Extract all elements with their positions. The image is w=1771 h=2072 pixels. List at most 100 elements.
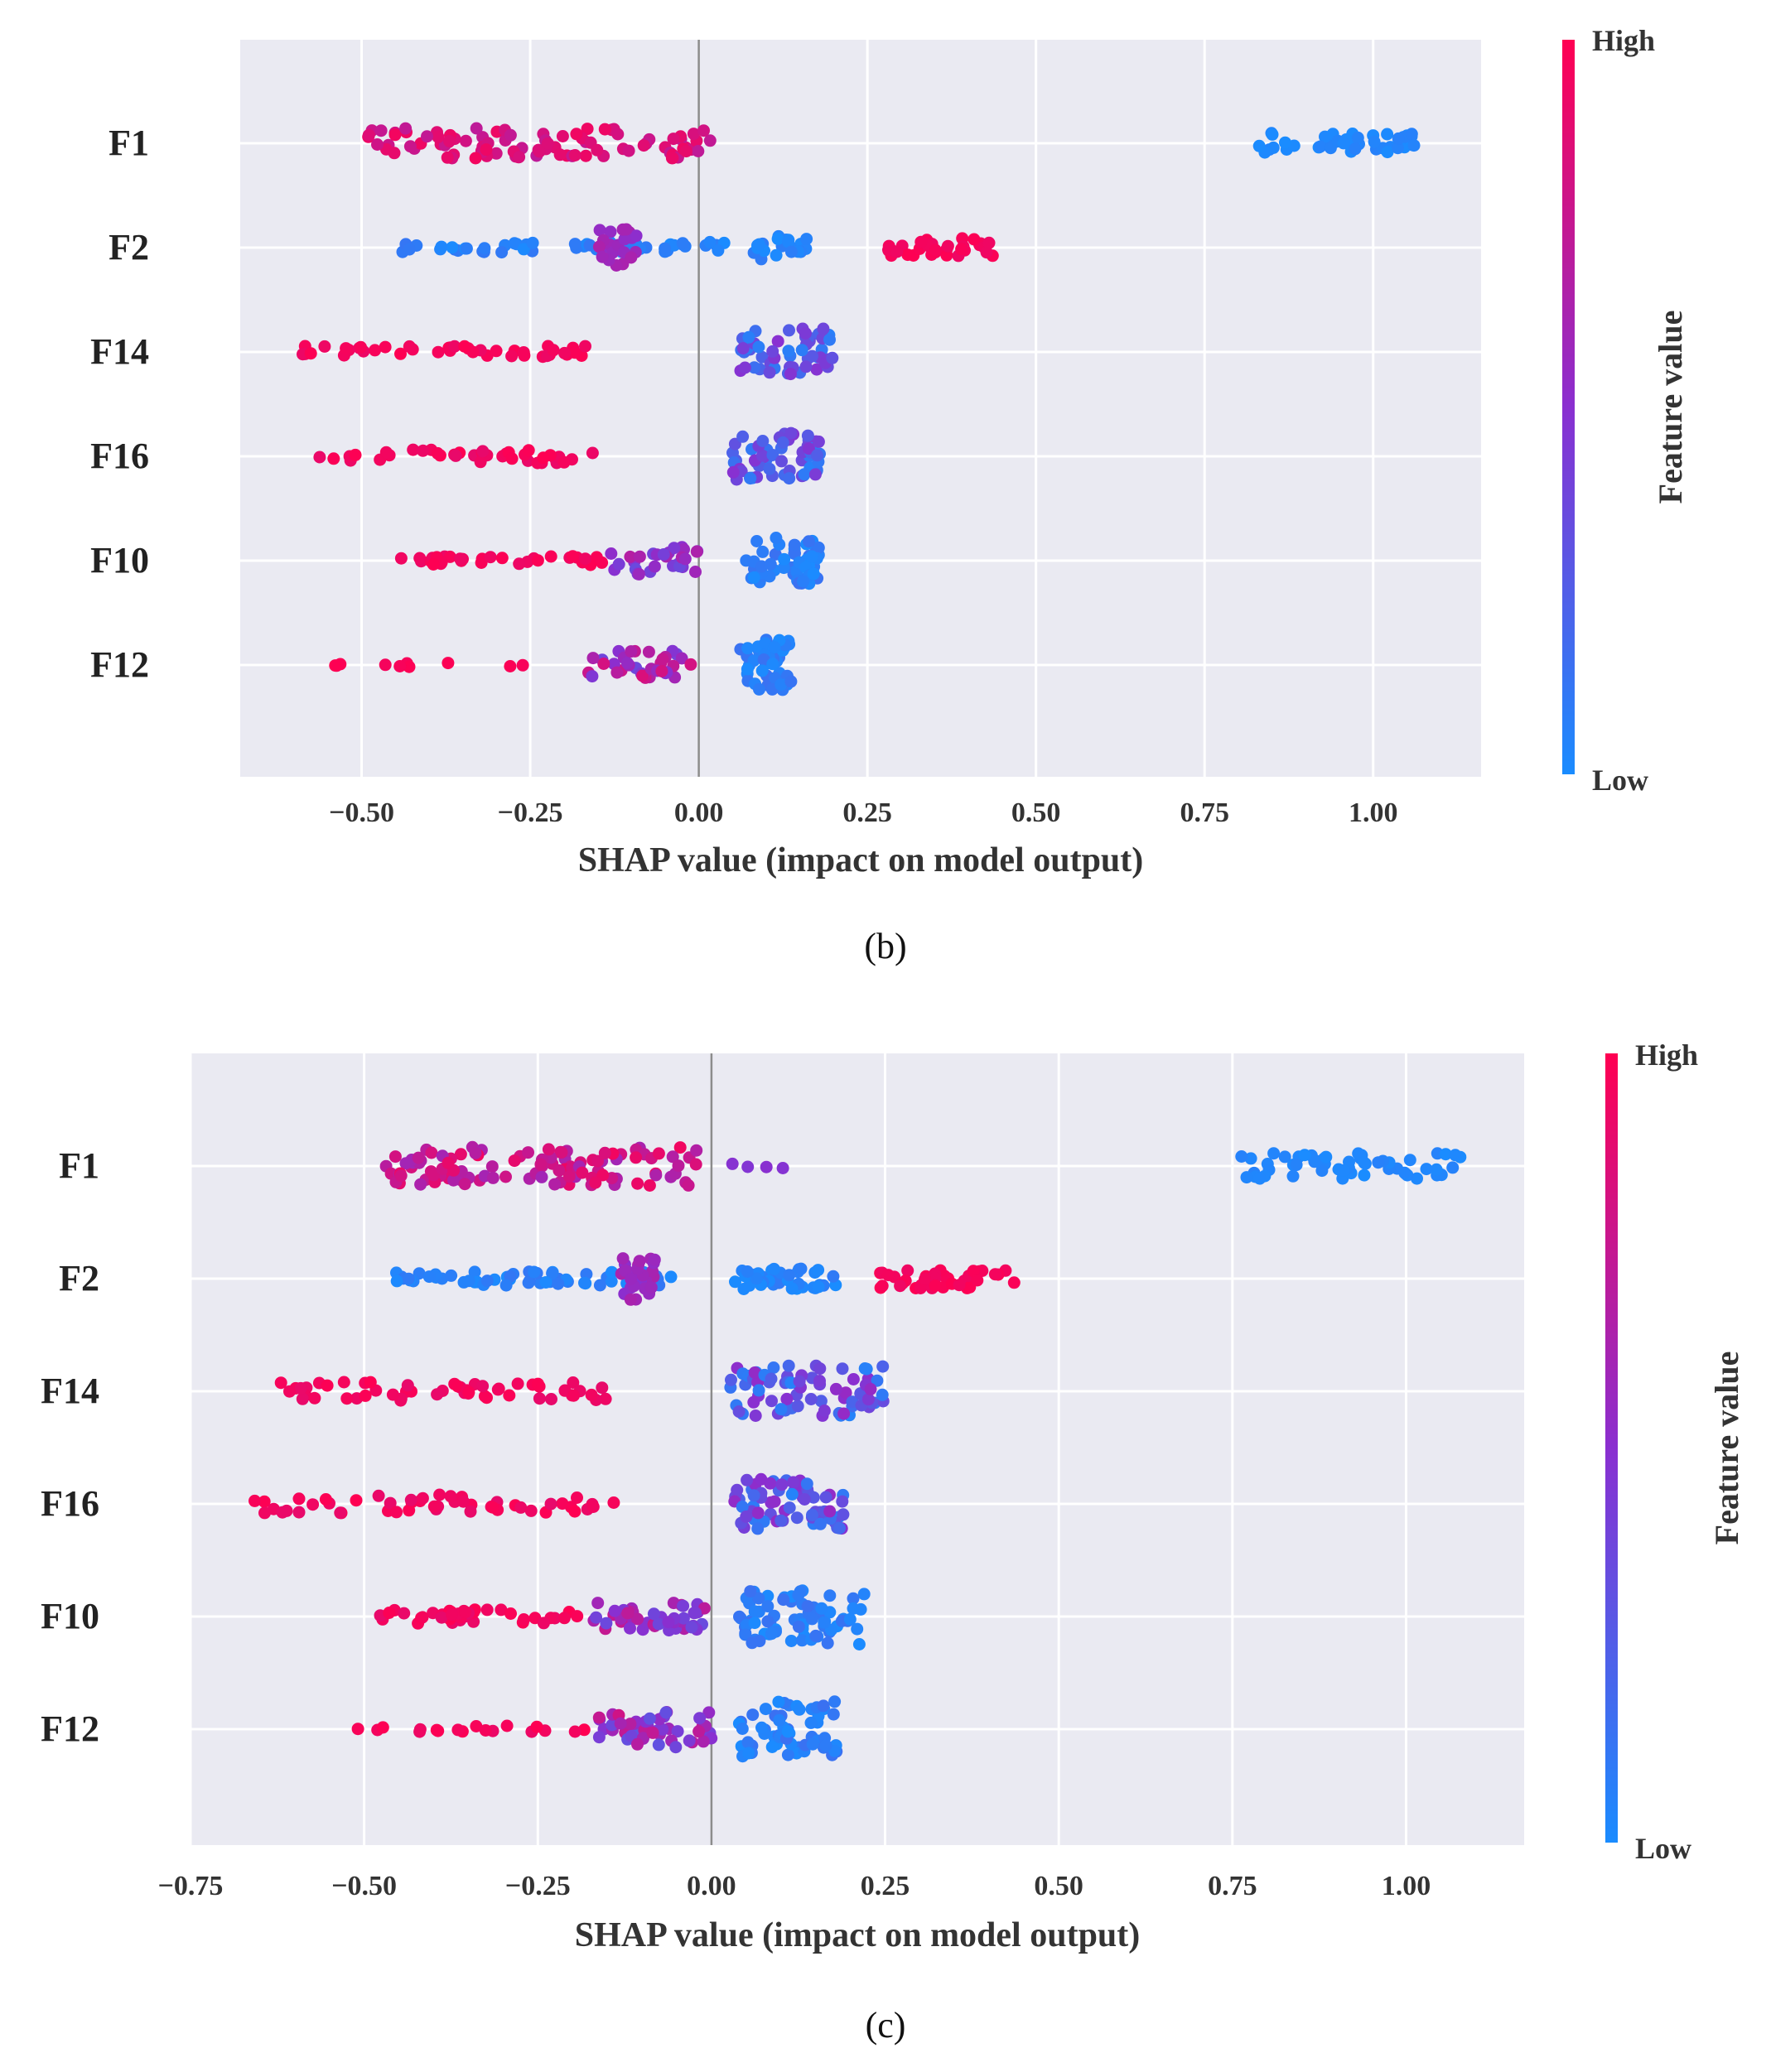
shap-point <box>702 1706 716 1719</box>
shap-point <box>404 1493 417 1506</box>
shap-point <box>636 669 649 682</box>
shap-point <box>589 1176 602 1189</box>
shap-point <box>837 1508 850 1521</box>
panel-caption: (b) <box>864 926 906 966</box>
shap-point <box>388 147 401 160</box>
shap-point <box>787 1476 800 1489</box>
shap-point <box>605 547 618 560</box>
shap-point <box>598 1146 611 1159</box>
shap-point <box>672 1159 685 1173</box>
panel-c: F1 F2 F14 F16 F10 F12 −0.75 −0.50 −0.25 0.00 0.25 0… <box>41 1038 1745 2045</box>
shap-point <box>508 237 521 250</box>
shap-point <box>577 1723 591 1737</box>
shap-point <box>469 152 482 165</box>
shap-point <box>329 659 342 672</box>
x-axis-label: SHAP value (impact on model output) <box>575 1916 1141 1954</box>
shap-point <box>929 1279 942 1293</box>
shap-point <box>566 550 579 563</box>
shap-point <box>484 551 497 564</box>
shap-point <box>1407 139 1421 152</box>
shap-point <box>812 541 825 554</box>
shap-point <box>1405 128 1418 141</box>
shap-point <box>741 1265 754 1278</box>
shap-point <box>446 241 459 254</box>
shap-point <box>798 468 811 481</box>
shap-point <box>768 641 781 654</box>
shap-point <box>731 1483 744 1496</box>
shap-point <box>313 451 326 464</box>
shap-point <box>756 545 770 558</box>
shap-point <box>454 1148 467 1161</box>
shap-point <box>388 1150 402 1164</box>
shap-point <box>621 1607 635 1620</box>
shap-point <box>648 1253 661 1266</box>
shap-point <box>1446 1161 1460 1174</box>
shap-point <box>827 1708 840 1721</box>
shap-point <box>812 1264 825 1277</box>
shap-point <box>760 1160 773 1173</box>
shap-point <box>793 1703 806 1716</box>
shap-point <box>971 1274 984 1287</box>
shap-point <box>788 538 801 552</box>
shap-point <box>736 1501 749 1513</box>
shap-point <box>767 1262 780 1275</box>
shap-point <box>556 130 569 142</box>
shap-point <box>480 1275 494 1288</box>
shap-point <box>548 1178 562 1191</box>
shap-point <box>340 1392 354 1405</box>
shap-point <box>403 243 416 256</box>
shap-point <box>442 657 455 670</box>
shap-point <box>782 345 795 358</box>
shap-point <box>847 1373 860 1385</box>
feature-label: F2 <box>59 1258 99 1299</box>
shap-point <box>667 133 680 146</box>
shap-point <box>585 1388 598 1401</box>
shap-point <box>805 1612 818 1626</box>
shap-point <box>792 1588 805 1602</box>
shap-point <box>537 451 550 465</box>
shap-point <box>784 426 798 440</box>
shap-point <box>544 550 557 563</box>
shap-point <box>625 645 638 658</box>
shap-point <box>748 361 761 374</box>
shap-point <box>744 472 757 485</box>
shap-point <box>476 1380 490 1393</box>
shap-point <box>425 1146 438 1159</box>
shap-point <box>508 1154 521 1168</box>
shap-point <box>839 1386 852 1400</box>
shap-point <box>805 550 818 563</box>
shap-point <box>804 1393 818 1405</box>
shap-point <box>784 675 798 688</box>
shap-point <box>597 658 610 670</box>
shap-point <box>456 1495 470 1508</box>
shap-point <box>776 1162 789 1174</box>
feature-label: F14 <box>90 331 149 372</box>
shap-point <box>763 462 776 475</box>
shap-point <box>741 642 755 655</box>
shap-point <box>458 1178 471 1191</box>
shap-point <box>379 658 392 672</box>
shap-point <box>798 1493 811 1506</box>
shap-point <box>662 1616 675 1629</box>
shap-point <box>571 1491 583 1504</box>
feature-label: F12 <box>41 1708 99 1749</box>
shap-point <box>843 1612 857 1626</box>
shap-point <box>747 654 760 667</box>
shap-point <box>747 1395 760 1409</box>
shap-point <box>518 349 531 362</box>
shap-point <box>334 1506 347 1520</box>
shap-point <box>454 552 466 566</box>
shap-point <box>773 1713 786 1727</box>
shap-point <box>828 1695 842 1708</box>
shap-point <box>666 152 679 165</box>
shap-point <box>826 351 839 364</box>
shap-point <box>807 567 820 581</box>
shap-point <box>776 436 789 449</box>
x-tick-label: 0.50 <box>1011 797 1061 828</box>
shap-point <box>687 128 700 141</box>
shap-point <box>462 1275 475 1288</box>
shap-point <box>767 1361 780 1374</box>
shap-point <box>732 1405 746 1418</box>
shap-point <box>379 340 392 354</box>
shap-point <box>505 349 519 363</box>
